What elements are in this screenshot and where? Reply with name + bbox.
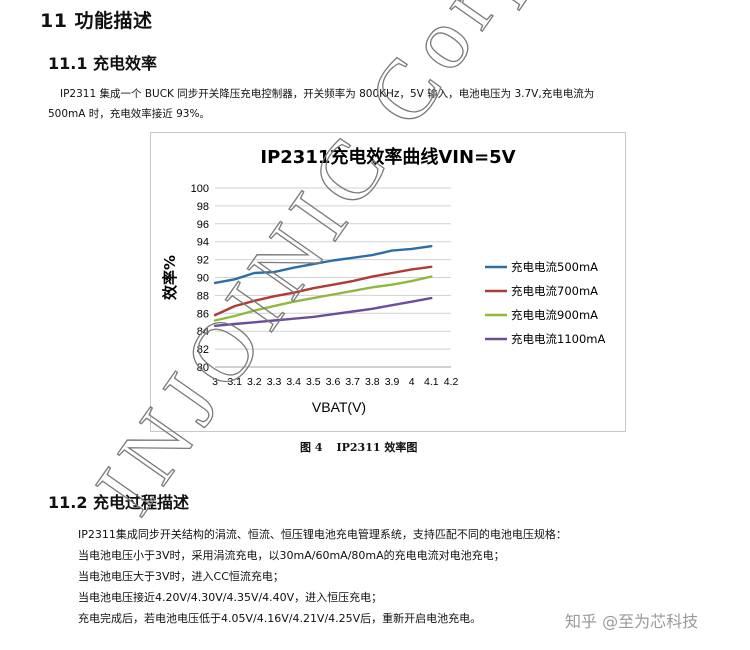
chart-title: IP2311充电效率曲线VIN=5V: [260, 147, 516, 168]
x-tick-label: 3.9: [385, 376, 400, 388]
process-line: 当电池电压大于3V时，进入CC恒流充电；: [78, 570, 284, 583]
process-line: IP2311集成同步开关结构的涓流、恒流、恒压锂电池充电管理系统，支持匹配不同的…: [78, 528, 567, 541]
efficiency-paragraph-line-2: 500mA 时，充电效率接近 93%。: [48, 108, 210, 120]
series-line: [213, 296, 433, 328]
subsection-title-process: 11.2 充电过程描述: [48, 493, 190, 512]
x-tick-label: 4.2: [444, 376, 459, 388]
legend-label: 充电电流700mA: [511, 284, 598, 298]
x-tick-label: 3.8: [365, 376, 380, 388]
series-line: [213, 244, 433, 285]
y-tick-label: 88: [197, 290, 209, 302]
chart-plot: 80 82 84 86 88 90 92 94 96 98 100 3 3.1 3.2 3.3 3.4 3.5 3…: [161, 183, 605, 415]
section-title: 11 功能描述: [40, 10, 153, 32]
x-tick-label: 3: [212, 376, 218, 388]
y-tick-label: 80: [197, 362, 209, 374]
y-tick-label: 92: [197, 255, 209, 267]
x-tick-label: 3.1: [227, 376, 242, 388]
x-tick-label: 3.3: [267, 376, 282, 388]
x-tick-label: 3.2: [247, 376, 262, 388]
y-tick-label: 94: [197, 237, 209, 249]
y-axis-title: 效率%: [161, 255, 179, 300]
process-line: 当电池电压接近4.20V/4.30V/4.35V/4.40V，进入恒压充电；: [78, 591, 383, 604]
legend-label: 充电电流500mA: [511, 260, 598, 274]
y-tick-label: 90: [197, 273, 209, 285]
y-tick-label: 96: [197, 219, 209, 231]
x-tick-label: 3.4: [286, 376, 301, 388]
efficiency-chart: IP2311充电效率曲线VIN=5V 80 82 84 86 88 90 92 94 96 98 1…: [150, 132, 626, 432]
x-tick-label: 3.5: [306, 376, 321, 388]
figure-caption-label: 图 4: [300, 441, 323, 454]
series-line: [213, 265, 433, 317]
process-line: 充电完成后，若电池电压低于4.05V/4.16V/4.21V/4.25V后，重新…: [78, 612, 482, 625]
y-tick-label: 84: [197, 326, 209, 338]
process-line: 当电池电压小于3V时，采用涓流充电，以30mA/60mA/80mA的充电电流对电…: [78, 549, 505, 562]
efficiency-paragraph-line-1: IP2311 集成一个 BUCK 同步开关降压充电控制器，开关频率为 800KH…: [60, 88, 595, 100]
legend-label: 充电电流1100mA: [511, 332, 605, 346]
series-line: [213, 275, 433, 322]
x-tick-label: 3.7: [345, 376, 360, 388]
y-tick-label: 98: [197, 201, 209, 213]
y-tick-label: 86: [197, 308, 209, 320]
process-paragraph: IP2311集成同步开关结构的涓流、恒流、恒压锂电池充电管理系统，支持匹配不同的…: [78, 524, 738, 629]
x-axis-title: VBAT(V): [312, 399, 366, 415]
legend-label: 充电电流900mA: [511, 308, 598, 322]
y-tick-label: 82: [197, 344, 209, 356]
x-tick-label: 3.6: [326, 376, 341, 388]
figure-caption-text: IP2311 效率图: [336, 441, 418, 454]
y-tick-label: 100: [191, 183, 209, 195]
x-tick-label: 4: [409, 376, 415, 388]
source-credit: 知乎 @至为芯科技: [565, 612, 699, 631]
subsection-title-efficiency: 11.1 充电效率: [48, 54, 158, 73]
figure-caption: 图 4 IP2311 效率图: [300, 439, 417, 455]
x-tick-label: 4.1: [424, 376, 439, 388]
efficiency-paragraph: IP2311 集成一个 BUCK 同步开关降压充电控制器，开关频率为 800KH…: [48, 84, 708, 124]
